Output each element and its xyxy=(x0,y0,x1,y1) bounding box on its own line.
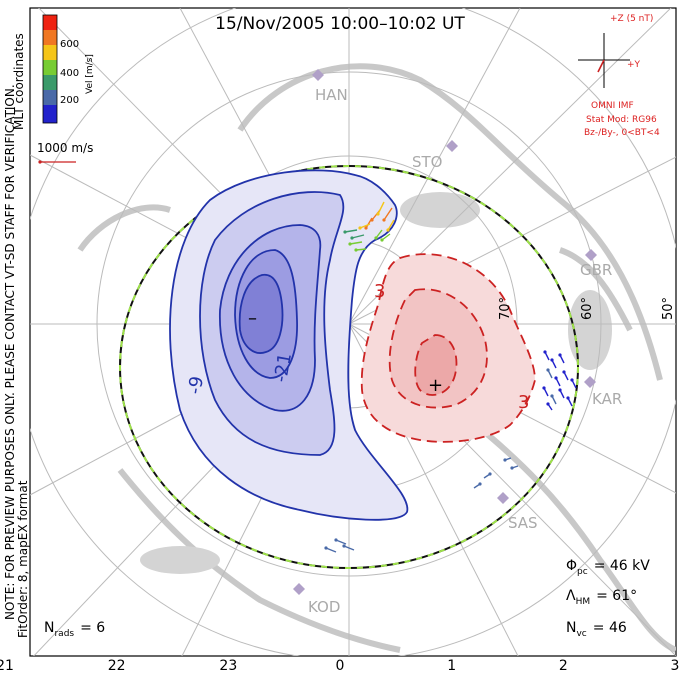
velocity-vector xyxy=(349,241,363,245)
velocity-vector xyxy=(344,229,358,233)
mlt-tick-1: 1 xyxy=(447,658,456,674)
velocity-vector xyxy=(335,539,347,545)
nvc-stat: Nvc = 46 xyxy=(566,620,627,639)
velocity-vector xyxy=(377,201,385,215)
mlt-tick-3: 3 xyxy=(671,658,680,674)
velocity-vector xyxy=(544,351,550,361)
colorbar-tick-200: 200 xyxy=(60,95,79,106)
imf-source: OMNI IMF xyxy=(591,101,634,111)
mlt-tick-23: 23 xyxy=(219,658,237,674)
velocity-vector xyxy=(343,545,355,551)
positive-cell xyxy=(360,253,536,443)
contour-label-m9: -9 xyxy=(184,375,208,396)
lambda-hm-stat: ΛHM = 61° xyxy=(566,588,637,607)
station-kar: KAR xyxy=(592,390,622,408)
lat-label-70: 70° xyxy=(498,297,513,320)
velocity-vector xyxy=(381,233,391,241)
mlt-axis: 21 22 23 0 1 2 3 xyxy=(0,658,679,674)
minimum-marker: – xyxy=(248,308,257,329)
station-kod: KOD xyxy=(308,598,340,616)
contour-labels: -9 -21 3 3 – + xyxy=(184,281,529,413)
velocity-vector xyxy=(504,457,512,461)
mlt-tick-2: 2 xyxy=(559,658,568,674)
station-labels: HAN STO GBR KAR SAS KOD xyxy=(308,86,622,616)
map-title: 15/Nov/2005 10:00–10:02 UT xyxy=(215,14,465,34)
velocity-vector xyxy=(571,379,577,389)
station-gbr: GBR xyxy=(580,261,612,279)
velocity-vectors xyxy=(324,201,577,553)
colorbar-label: Vel [m/s] xyxy=(85,54,95,94)
velocity-vector xyxy=(555,377,561,387)
mlt-tick-0: 0 xyxy=(336,658,345,674)
imf-bz-label: +Z (5 nT) xyxy=(610,14,653,24)
velocity-vector xyxy=(483,473,491,479)
station-han: HAN xyxy=(315,86,348,104)
velocity-vector xyxy=(559,389,565,399)
stats-panel: Φpc = 46 kV ΛHM = 61° Nvc = 46 Nrads = 6 xyxy=(44,558,650,639)
colorbar: 600 400 200 Vel [m/s] xyxy=(42,14,95,124)
station-sas: SAS xyxy=(508,514,538,532)
velocity-vector xyxy=(383,207,393,221)
preview-note: NOTE: FOR PREVIEW PURPOSES ONLY. PLEASE … xyxy=(3,84,17,620)
latitude-labels: 70° 60° 50° xyxy=(498,297,676,320)
velocity-vector xyxy=(473,483,481,489)
velocity-vector xyxy=(547,403,553,411)
imf-bins: Bz-/By-, 0<BT<4 xyxy=(584,128,660,138)
velocity-vector xyxy=(375,229,383,239)
velocity-vector xyxy=(547,369,553,379)
contour-label-3b: 3 xyxy=(518,392,529,413)
contour-label-m21: -21 xyxy=(270,351,296,384)
velocity-scale-label: 1000 m/s xyxy=(37,141,93,155)
colorbar-tick-600: 600 xyxy=(60,39,79,50)
velocity-vector xyxy=(355,248,367,251)
phi-pc-stat: Φpc = 46 kV xyxy=(566,558,650,577)
velocity-scale: 1000 m/s xyxy=(37,141,93,164)
velocity-vector xyxy=(551,395,557,405)
coords-label: MLT coordinates xyxy=(12,33,26,130)
velocity-vector xyxy=(567,397,573,407)
lat-label-60: 60° xyxy=(580,297,595,320)
velocity-vector xyxy=(551,359,557,369)
velocity-vector xyxy=(543,387,549,397)
imf-by-label: +Y xyxy=(627,60,641,70)
mlt-tick-21: 21 xyxy=(0,658,14,674)
velocity-vector xyxy=(351,234,365,239)
nrads-stat: Nrads = 6 xyxy=(44,620,105,639)
fit-order-note: FitOrder: 8, mapEX format xyxy=(16,480,30,638)
station-markers xyxy=(293,69,597,595)
velocity-vector xyxy=(563,371,569,381)
colorbar-tick-400: 400 xyxy=(60,68,79,79)
lat-label-50: 50° xyxy=(661,297,676,320)
contour-label-3a: 3 xyxy=(374,281,385,302)
maximum-marker: + xyxy=(428,375,443,396)
velocity-vector xyxy=(325,547,337,553)
station-sto: STO xyxy=(412,153,443,171)
mlt-tick-22: 22 xyxy=(108,658,126,674)
negative-cell xyxy=(169,169,409,521)
velocity-vector xyxy=(511,465,519,469)
velocity-vector xyxy=(387,219,395,231)
velocity-vector xyxy=(559,354,565,364)
velocity-vector xyxy=(359,223,371,229)
imf-model: Stat Mod: RG96 xyxy=(586,115,657,125)
imf-panel: +Z (5 nT) +Y OMNI IMF Stat Mod: RG96 Bz-… xyxy=(578,14,660,138)
